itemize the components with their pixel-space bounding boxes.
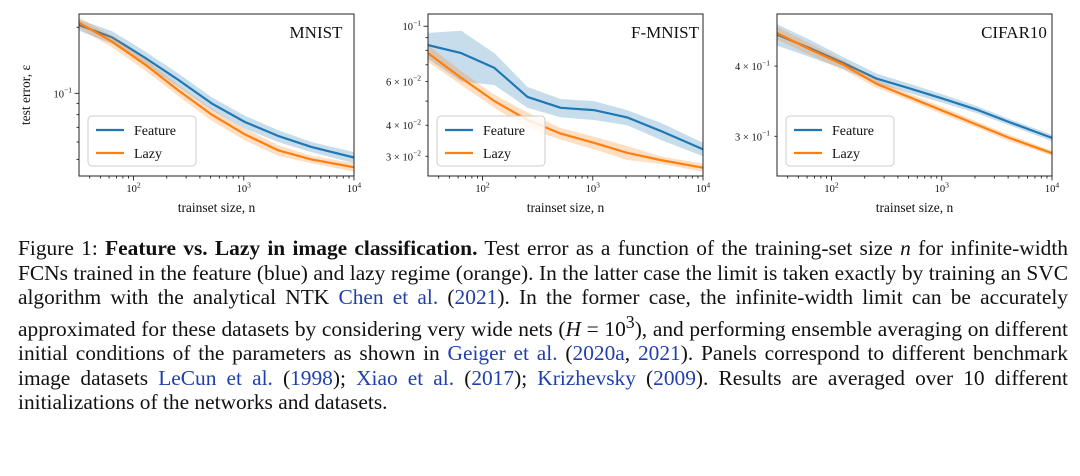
x-tick-label: 104 <box>1045 180 1060 195</box>
series-line-feature <box>777 33 1052 139</box>
y-axis-label: test error, ε <box>18 65 33 126</box>
confidence-band-feature <box>79 19 354 164</box>
figure-caption: Figure 1: Feature vs. Lazy in image clas… <box>18 236 1068 415</box>
series-line-lazy <box>777 32 1052 155</box>
caption-text: Test error as a function of the training… <box>484 236 893 260</box>
x-tick-label: 104 <box>347 180 362 195</box>
x-tick-label: 102 <box>126 180 141 195</box>
x-tick-label: 103 <box>935 180 950 195</box>
x-axis-label: trainset size, n <box>178 200 256 215</box>
plot-area <box>777 24 1052 156</box>
legend-label-lazy: Lazy <box>134 147 162 162</box>
axes-frame <box>78 13 355 177</box>
citation-link-chen[interactable]: Chen et al. <box>338 285 439 309</box>
y-tick-label: 6 × 10−2 <box>386 74 421 89</box>
legend-label-feature: Feature <box>134 124 176 139</box>
x-tick-label: 102 <box>475 180 490 195</box>
citation-year-geiger-2021[interactable]: 2021 <box>637 341 681 366</box>
panel-title: F-MNIST <box>631 23 700 42</box>
axes-frame <box>427 13 704 177</box>
y-tick-label: 3 × 10−2 <box>386 149 421 164</box>
caption-text: . In the former case, the infinite-width… <box>18 285 1068 341</box>
y-tick-label: 10−1 <box>53 86 72 101</box>
plot-area <box>79 17 354 172</box>
legend: Feature Lazy <box>87 115 197 167</box>
plot-area <box>428 30 703 172</box>
caption-text: ), and performing ensemble averaging on … <box>18 316 1068 366</box>
series-line-lazy <box>428 52 703 169</box>
x-tick-label: 104 <box>696 180 711 195</box>
caption-var-n: n <box>900 236 911 260</box>
citation-year-krizhevsky[interactable]: 2009 <box>653 365 696 390</box>
y-tick-label: 4 × 10−2 <box>386 118 421 133</box>
citation-year-geiger-2020a[interactable]: 2020a <box>572 341 625 366</box>
citation-year-xiao[interactable]: 2017 <box>471 365 515 390</box>
figure-label: Figure 1: <box>18 236 98 260</box>
caption-bold-title: Feature vs. Lazy in image classification… <box>105 236 478 260</box>
legend-label-lazy: Lazy <box>832 147 860 162</box>
legend-label-lazy: Lazy <box>483 147 511 162</box>
citation-year-chen[interactable]: 2021 <box>454 285 498 309</box>
x-tick-label: 103 <box>237 180 252 195</box>
citation-link-xiao[interactable]: Xiao et al. <box>356 365 455 390</box>
caption-equation: = 10 <box>580 316 626 341</box>
y-tick-label: 10−1 <box>402 19 421 34</box>
citation-link-geiger[interactable]: Geiger et al. <box>447 341 558 366</box>
x-axis-label: trainset size, n <box>876 200 954 215</box>
legend: Feature Lazy <box>436 115 546 167</box>
x-tick-label: 103 <box>586 180 601 195</box>
caption-equation-exponent: 3 <box>625 311 635 332</box>
panel-title: MNIST <box>290 23 344 42</box>
legend: Feature Lazy <box>785 115 895 167</box>
chart-panel-1: 102 103 104 10−1 MNIST trainset size, n test e… <box>18 13 362 215</box>
x-axis-label: trainset size, n <box>527 200 605 215</box>
citation-year-lecun[interactable]: 1998 <box>290 365 333 390</box>
caption-var-H: H <box>565 316 581 341</box>
confidence-band-feature <box>428 30 703 157</box>
caption-text: . Results are averaged over 10 different… <box>18 365 1068 415</box>
panel-title: CIFAR10 <box>981 23 1047 42</box>
legend-label-feature: Feature <box>483 124 525 139</box>
caption-text: . Panels correspond to different benchma… <box>18 341 1068 390</box>
axes-frame <box>776 13 1053 177</box>
caption-text: for infinite-width FCNs trained in the f… <box>18 236 1068 309</box>
citation-link-lecun[interactable]: LeCun et al. <box>158 365 273 390</box>
series-line-lazy <box>79 21 354 169</box>
series-line-feature <box>428 44 703 151</box>
y-tick-label: 4 × 10−1 <box>735 58 770 73</box>
legend-label-feature: Feature <box>832 124 874 139</box>
series-line-feature <box>79 23 354 159</box>
chart-panel-3: 102 103 104 4 × 10−1 3 × 10−1 CIFAR10 trainset… <box>735 13 1060 215</box>
y-tick-label: 3 × 10−1 <box>735 129 770 144</box>
confidence-band-lazy <box>428 45 703 172</box>
chart-panel-2: 102 103 104 10−1 6 × 10−2 4 × 10−2 3 × 10−2 F-M… <box>386 13 711 215</box>
x-tick-label: 102 <box>824 180 839 195</box>
citation-link-krizhevsky[interactable]: Krizhevsky <box>537 365 636 390</box>
